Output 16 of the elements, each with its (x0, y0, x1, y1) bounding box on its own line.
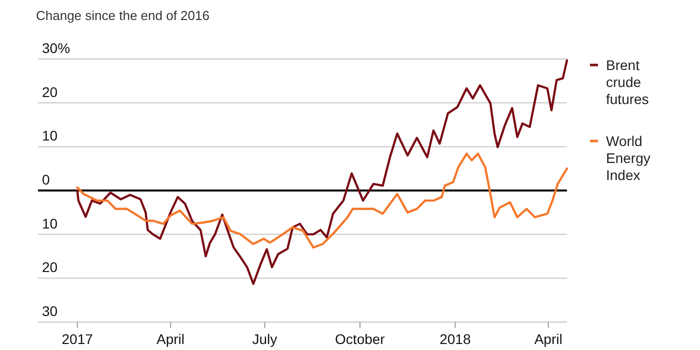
x-tick-label: July (252, 331, 278, 347)
x-tick-label: 2017 (62, 331, 94, 347)
x-tick-label: April (156, 331, 185, 347)
x-tick-label: October (335, 331, 386, 347)
y-tick-label: 30% (42, 40, 70, 56)
y-tick-label: 10 (42, 128, 58, 144)
y-tick-label: 20 (42, 84, 58, 100)
chart-title: Change since the end of 2016 (36, 8, 210, 23)
y-tick-label: 0 (42, 172, 50, 188)
y-tick-label: 30 (42, 303, 58, 319)
x-tick-label: 2018 (440, 331, 471, 347)
x-tick-label: April (534, 331, 562, 347)
legend-label: Brent crude futures (606, 57, 649, 107)
y-tick-label: 20 (42, 259, 58, 276)
legend-label: World Energy Index (606, 133, 650, 183)
y-tick-label: 10 (42, 215, 58, 232)
